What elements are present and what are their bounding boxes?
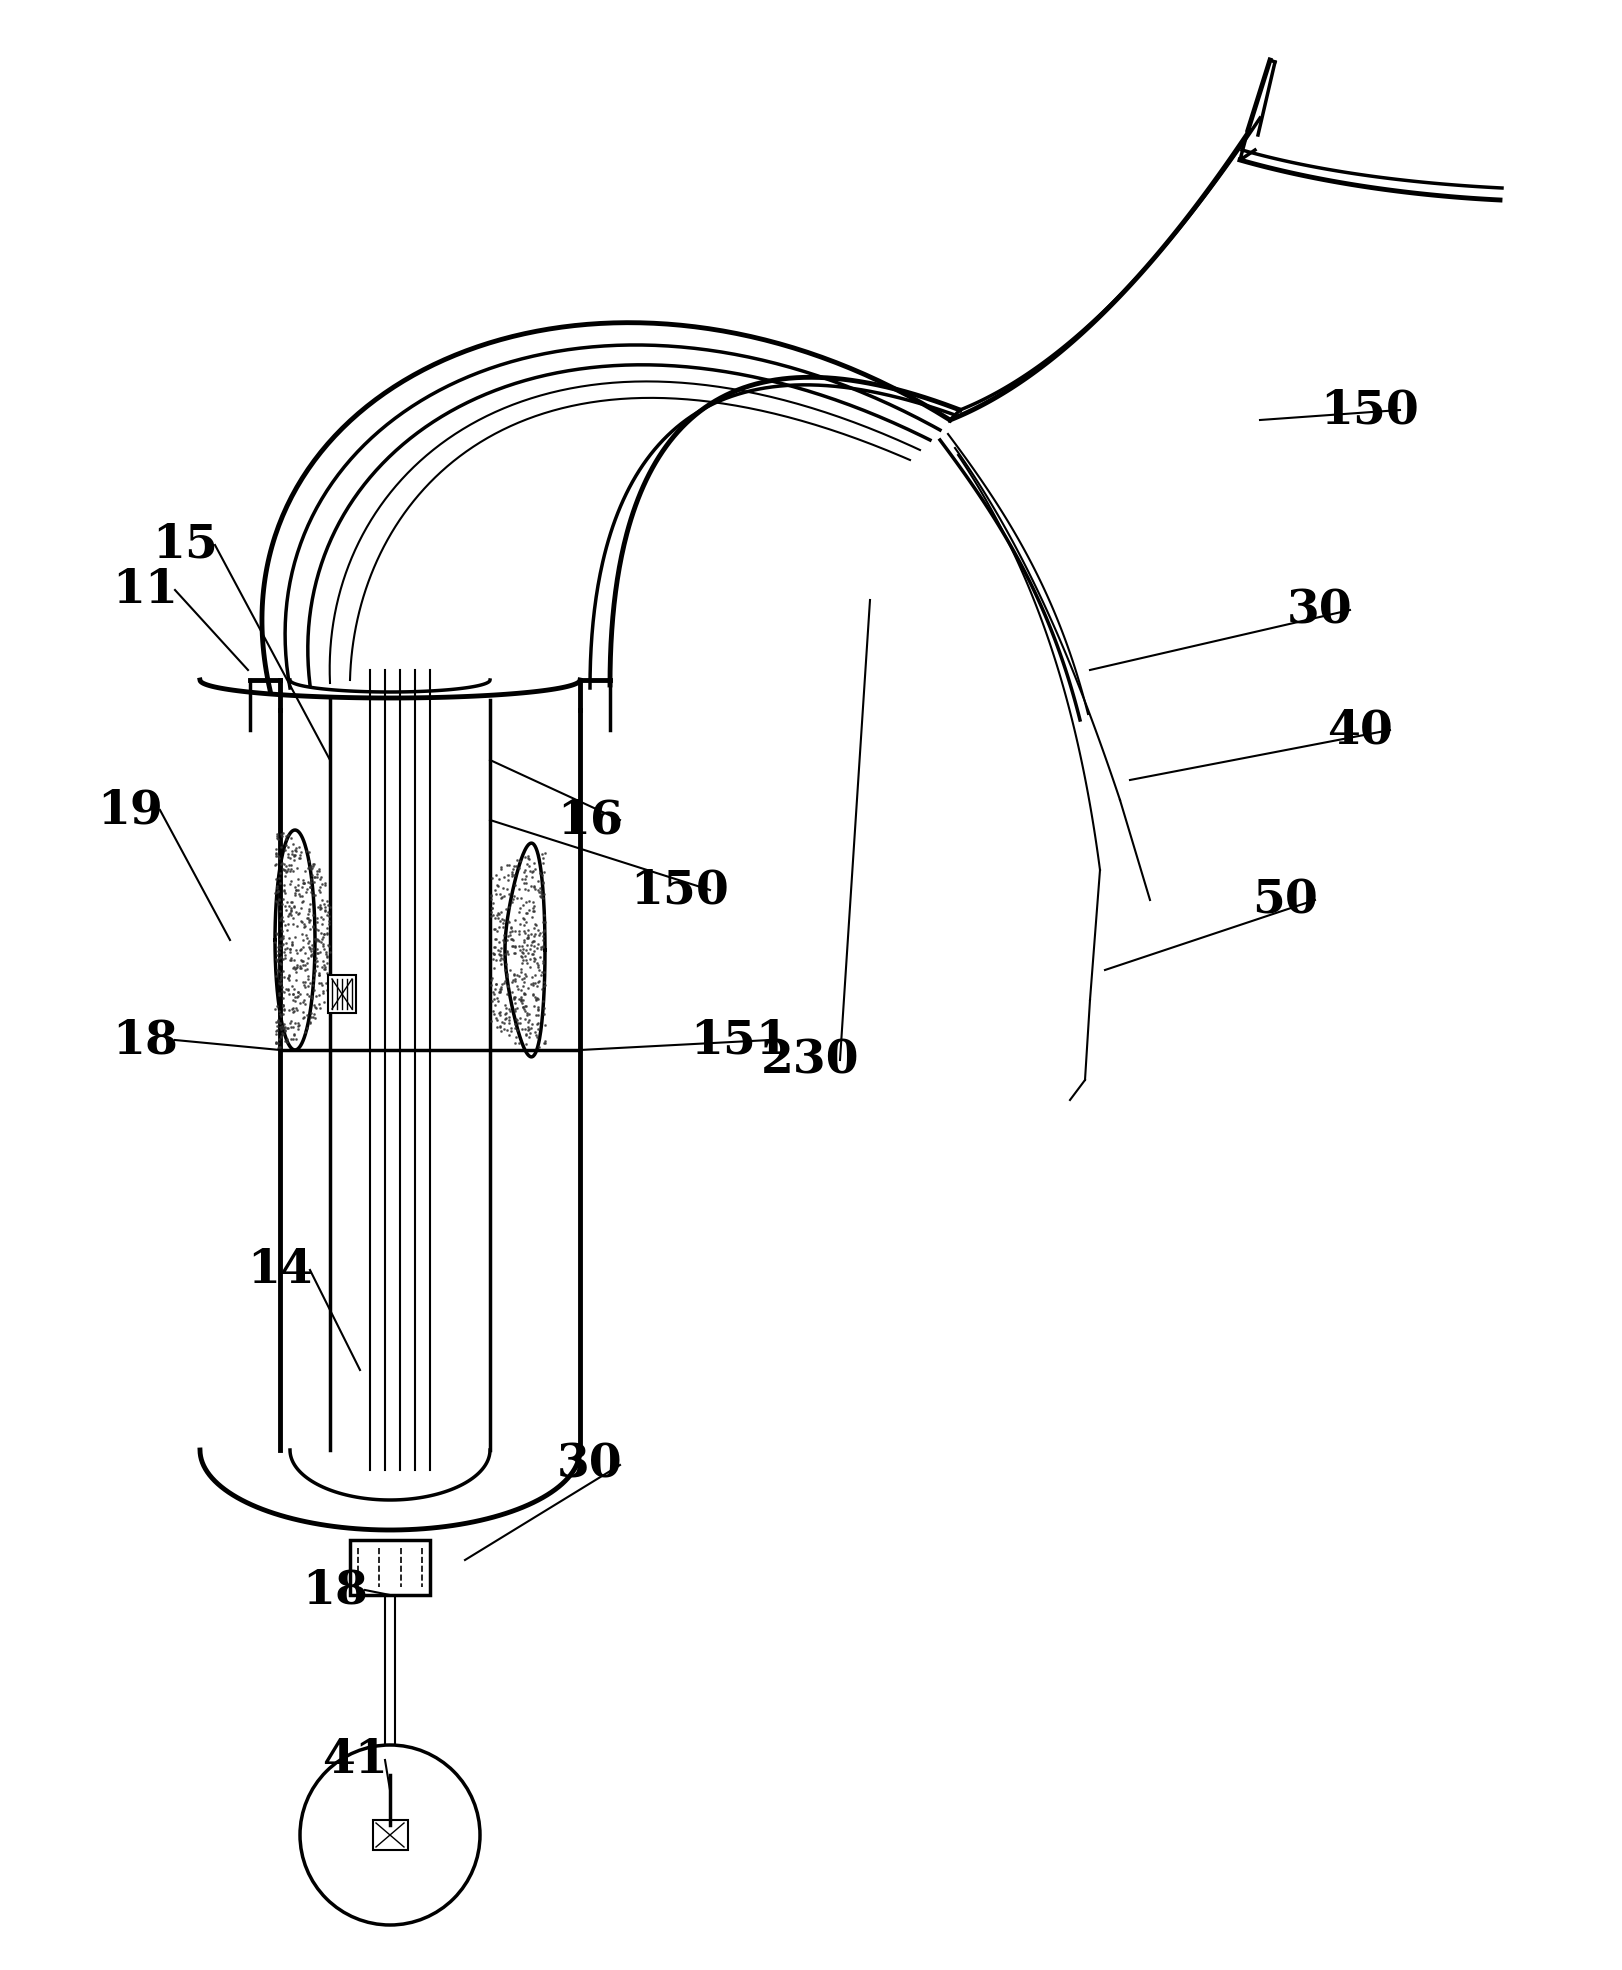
Bar xyxy=(328,975,355,1013)
Text: 41: 41 xyxy=(323,1738,388,1783)
Text: 18: 18 xyxy=(112,1017,178,1064)
Text: 50: 50 xyxy=(1252,877,1319,924)
Text: 150: 150 xyxy=(1320,386,1419,433)
Text: 30: 30 xyxy=(1288,587,1353,632)
Text: 18: 18 xyxy=(302,1566,368,1613)
Polygon shape xyxy=(504,843,545,1056)
Text: 230: 230 xyxy=(761,1036,860,1084)
Polygon shape xyxy=(276,829,315,1050)
Text: 150: 150 xyxy=(631,867,730,912)
Circle shape xyxy=(300,1745,480,1925)
Text: 15: 15 xyxy=(152,522,217,567)
Text: 14: 14 xyxy=(247,1247,313,1292)
Bar xyxy=(350,1541,430,1596)
Text: 19: 19 xyxy=(97,786,162,833)
Text: 11: 11 xyxy=(112,567,178,613)
Text: 30: 30 xyxy=(556,1442,623,1487)
Text: 16: 16 xyxy=(556,798,623,843)
Text: 151: 151 xyxy=(691,1017,790,1064)
Text: 40: 40 xyxy=(1327,707,1393,753)
Bar xyxy=(373,1820,409,1850)
